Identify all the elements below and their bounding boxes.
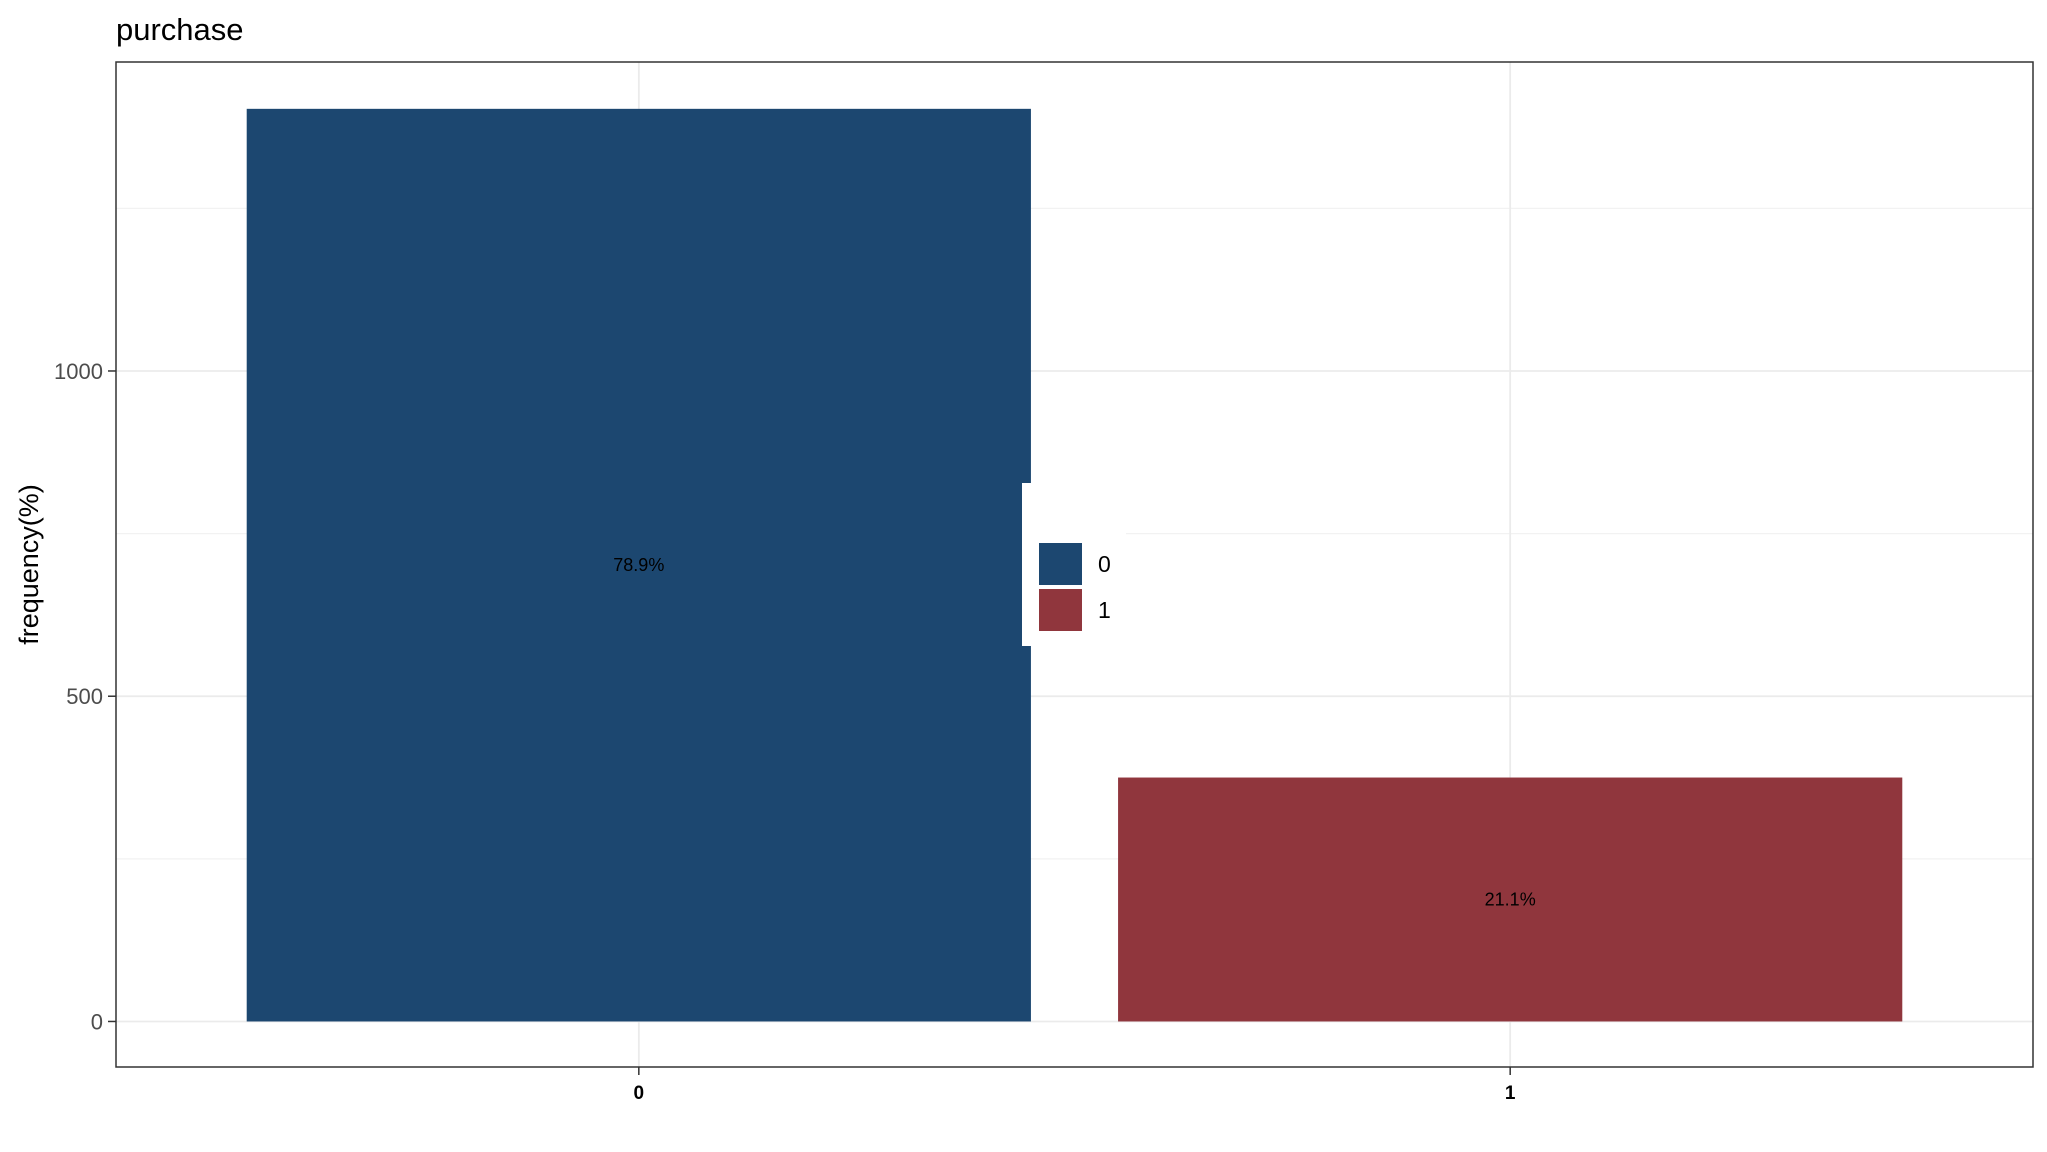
bars <box>246 108 1903 1022</box>
legend-key <box>1039 543 1082 585</box>
data-label: 78.9% <box>613 555 664 575</box>
y-axis-label: frequency(%) <box>14 484 44 645</box>
data-labels: 78.9% 21.1% <box>613 555 1535 909</box>
x-tick-label: 1 <box>1505 1083 1516 1104</box>
legend-label: 0 <box>1098 551 1111 577</box>
legend-label: 1 <box>1098 597 1111 623</box>
y-tick-label: 1000 <box>54 359 103 384</box>
panel-border <box>115 61 2034 1068</box>
data-label: 21.1% <box>1485 890 1536 910</box>
legend-key <box>1039 589 1082 631</box>
legend: 01 <box>1022 483 1126 646</box>
y-tick-label: 500 <box>66 684 103 709</box>
bar-0 <box>246 108 1031 1022</box>
y-axis-ticks: 0 500 1000 <box>54 359 116 1034</box>
bar-1 <box>1118 777 1903 1022</box>
y-tick-label: 0 <box>91 1009 103 1034</box>
x-tick-label: 0 <box>634 1083 645 1104</box>
chart-title: purchase <box>116 12 244 47</box>
